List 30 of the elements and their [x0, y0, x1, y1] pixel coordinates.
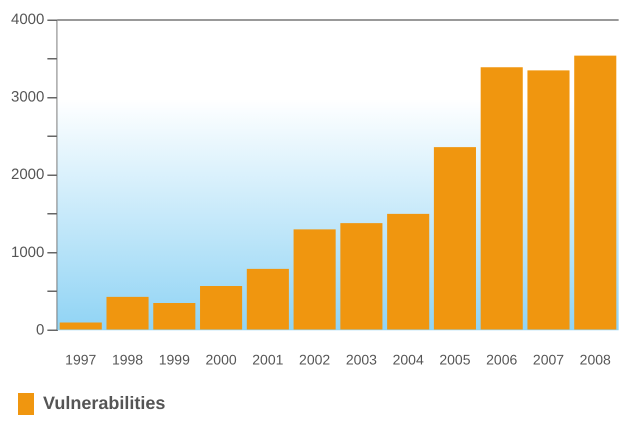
bar	[294, 229, 336, 330]
x-tick-label: 2004	[392, 351, 424, 368]
y-tick-label: 4000	[10, 11, 44, 28]
x-tick-label: 2008	[580, 351, 612, 368]
bar	[434, 147, 476, 330]
bar	[153, 303, 196, 330]
bar	[574, 56, 616, 330]
x-tick-label: 1997	[65, 351, 97, 368]
legend-label: Vulnerabilities	[43, 392, 166, 413]
x-tick-label: 2006	[486, 351, 518, 368]
bar	[387, 214, 430, 330]
bar	[480, 67, 523, 330]
y-tick-label: 0	[36, 321, 44, 338]
y-tick-label: 3000	[10, 88, 44, 106]
x-tick-label: 2005	[439, 351, 471, 368]
x-tick-label: 2002	[299, 351, 330, 368]
x-tick-label: 2007	[532, 351, 564, 368]
bar	[527, 70, 570, 330]
x-tick-label: 2000	[205, 351, 237, 368]
bar	[340, 223, 382, 330]
bar	[200, 286, 242, 330]
bar	[60, 322, 102, 330]
bar	[246, 268, 289, 330]
y-tick-label: 2000	[10, 166, 44, 184]
x-tick-label: 1999	[158, 351, 190, 368]
bar	[106, 296, 149, 330]
x-tick-label: 1998	[112, 351, 144, 368]
x-tick-label: 2001	[252, 351, 284, 368]
x-tick-label: 2003	[346, 351, 378, 368]
y-tick-label: 1000	[10, 244, 44, 261]
